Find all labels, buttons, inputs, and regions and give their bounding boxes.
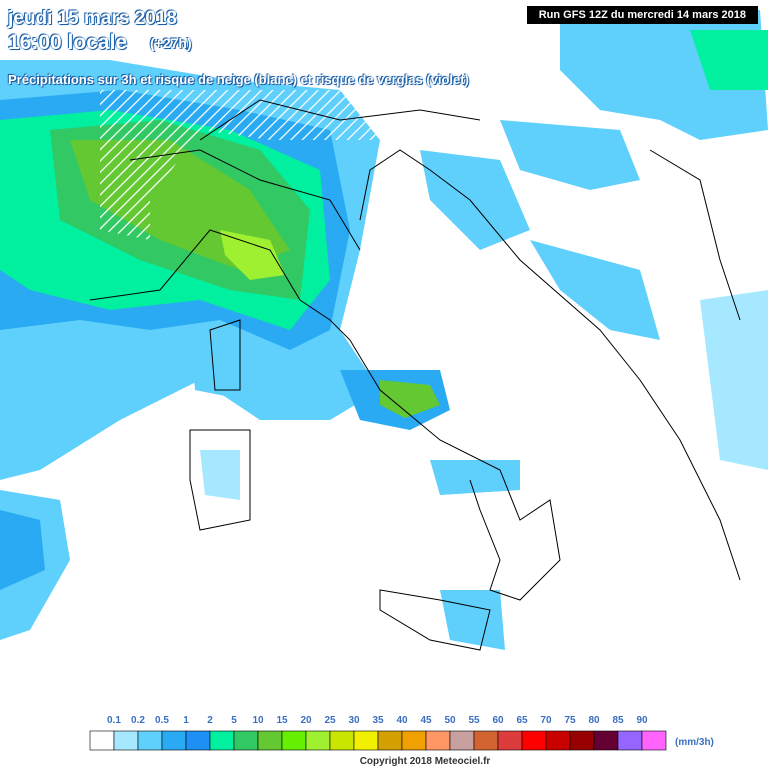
legend-box: [425, 730, 451, 751]
legend-label: 25: [324, 715, 336, 726]
legend-box: [257, 730, 283, 751]
legend-box: [281, 730, 307, 751]
copyright: Copyright 2018 Meteociel.fr: [360, 756, 491, 767]
legend-label: 0.5: [155, 715, 169, 726]
legend-label: 15: [276, 715, 288, 726]
legend-box: [521, 730, 547, 751]
legend-label: 55: [468, 715, 480, 726]
legend-label: 2: [207, 715, 213, 726]
legend-box: [641, 730, 667, 751]
legend-label: 0.2: [131, 715, 145, 726]
run-info: Run GFS 12Z du mercredi 14 mars 2018: [526, 6, 758, 24]
legend-box: [569, 730, 595, 751]
time: 16:00 locale: [8, 31, 128, 54]
legend-box: [209, 730, 235, 751]
coastlines: [89, 99, 741, 651]
legend-label: 30: [348, 715, 360, 726]
legend-label: 20: [300, 715, 312, 726]
legend-box: [545, 730, 571, 751]
legend-box: [353, 730, 379, 751]
legend-label: 60: [492, 715, 504, 726]
legend-label: 35: [372, 715, 384, 726]
legend-box: [401, 730, 427, 751]
legend-box: [449, 730, 475, 751]
legend-box: [305, 730, 331, 751]
legend-box: [329, 730, 355, 751]
legend-box: [377, 730, 403, 751]
legend-box: [617, 730, 643, 751]
legend-box: [497, 730, 523, 751]
legend-label: 90: [636, 715, 648, 726]
date: jeudi 15 mars 2018: [8, 8, 177, 29]
legend-box: [137, 730, 163, 751]
legend-label: 75: [564, 715, 576, 726]
legend-label: 40: [396, 715, 408, 726]
lead-time: (+27h): [150, 35, 192, 51]
legend-label: 45: [420, 715, 432, 726]
legend-label: 5: [231, 715, 237, 726]
legend-box: [185, 730, 211, 751]
legend-label: 70: [540, 715, 552, 726]
description: Précipitations sur 3h et risque de neige…: [8, 72, 469, 87]
legend-label: 80: [588, 715, 600, 726]
legend-box: [593, 730, 619, 751]
legend-scale: [89, 730, 667, 751]
legend-label: 1: [183, 715, 189, 726]
legend-unit: (mm/3h): [675, 737, 714, 748]
legend-label: 10: [252, 715, 264, 726]
legend-box: [113, 730, 139, 751]
legend-label: 0.1: [107, 715, 121, 726]
legend-label: 65: [516, 715, 528, 726]
snow-risk: [100, 90, 400, 240]
legend-box: [161, 730, 187, 751]
legend-box: [473, 730, 499, 751]
legend-labels: 0.1 0.2 0.5 1 2 5 10 15 20 25 30 35 40 45 50 55 60 65 70 75…: [107, 715, 648, 726]
legend-label: 50: [444, 715, 456, 726]
legend-box: [233, 730, 259, 751]
legend-box: [89, 730, 115, 751]
legend-label: 85: [612, 715, 624, 726]
